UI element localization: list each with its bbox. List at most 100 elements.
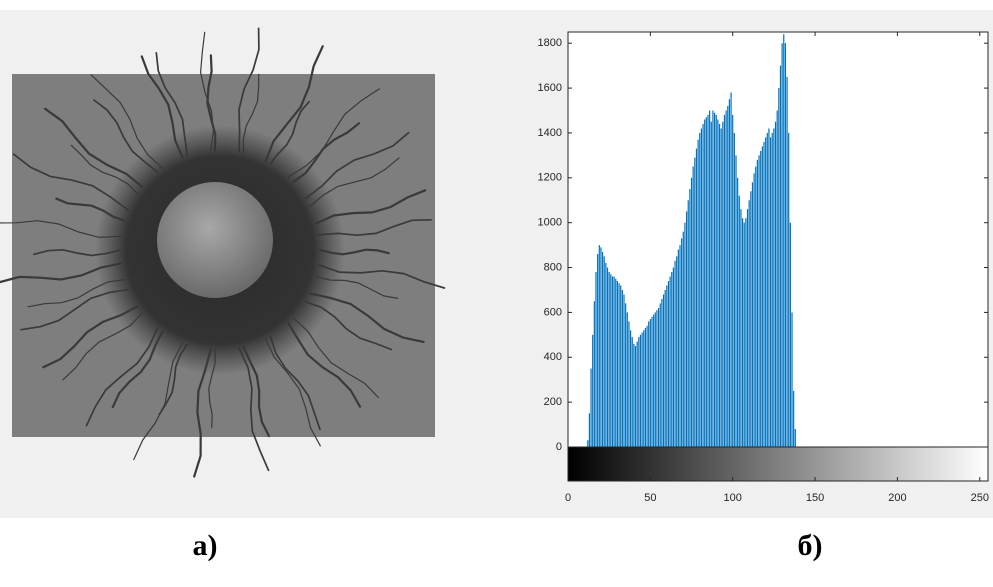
bar [593,301,595,447]
bar [605,263,607,447]
bar [756,159,759,447]
y-tick-label: 0 [556,441,562,453]
bar [763,141,765,447]
bar [733,132,735,447]
bar [718,123,721,448]
bar [653,314,655,447]
bar [679,245,681,447]
bar [611,276,614,447]
bar [590,368,592,447]
bar [783,34,785,447]
center-disk [157,182,273,298]
bar [735,155,737,448]
bar [592,334,594,447]
bar [794,429,796,447]
bar [789,222,791,447]
bar [758,155,760,448]
bar [743,222,745,447]
bar [761,146,763,448]
bar [672,267,675,447]
bar [732,115,734,447]
x-tick-label: 0 [565,492,571,504]
bar [587,440,589,447]
bar [771,132,773,447]
bar [671,272,673,447]
bar [712,110,714,447]
bar [781,43,783,447]
bar [654,312,656,447]
bar [662,294,665,447]
bar [659,303,661,447]
bar [621,289,623,447]
bar [766,132,768,447]
bar [681,238,683,447]
bar [616,281,619,447]
bar [676,256,678,447]
x-tick-label: 150 [806,492,824,504]
bar [723,115,726,447]
bar [636,341,638,447]
bar [690,177,693,448]
bar [745,218,747,447]
bar [631,337,633,447]
y-tick-label: 600 [544,306,562,318]
bar [738,195,740,447]
bar [626,312,628,447]
bar [608,272,610,447]
bar [697,139,699,448]
plot-area [568,32,988,447]
bar [646,325,648,447]
bar [620,285,622,447]
bar [784,43,787,447]
bar [634,346,637,447]
bar [765,137,767,447]
image [0,27,446,478]
bar [666,285,668,447]
bar [674,260,676,447]
bar [689,189,691,447]
bar [730,92,732,447]
bar [791,312,793,447]
bar [685,211,688,447]
bar [768,128,770,447]
bar [643,330,645,447]
bar [737,177,739,448]
bar [717,119,719,448]
bar [600,247,602,447]
axes-box [567,31,989,482]
bar [700,128,703,447]
x-tick-label: 100 [724,492,742,504]
bar [661,298,663,447]
bar [629,330,632,447]
bar [728,99,731,447]
bar [748,200,750,447]
bar [692,166,694,447]
bar [625,303,627,447]
x-tick-label: 50 [644,492,656,504]
bar [699,132,701,447]
bar [695,148,698,447]
bar [776,110,778,447]
bar [648,321,650,447]
y-tick-label: 400 [544,351,562,363]
bar [774,121,777,447]
x-tick-label: 200 [888,492,906,504]
bar [769,137,772,447]
bar [633,343,635,447]
bar [741,218,744,447]
bar [753,173,755,447]
bar [613,276,615,447]
bar [740,209,742,447]
bar [639,334,642,447]
bar [641,332,643,447]
bar [725,110,727,447]
y-tick-label: 1800 [538,37,562,49]
bar [669,276,671,447]
bar [664,289,666,447]
bar [651,316,653,447]
y-tick-label: 1200 [538,172,562,184]
bar [694,157,696,447]
bar [715,115,717,447]
